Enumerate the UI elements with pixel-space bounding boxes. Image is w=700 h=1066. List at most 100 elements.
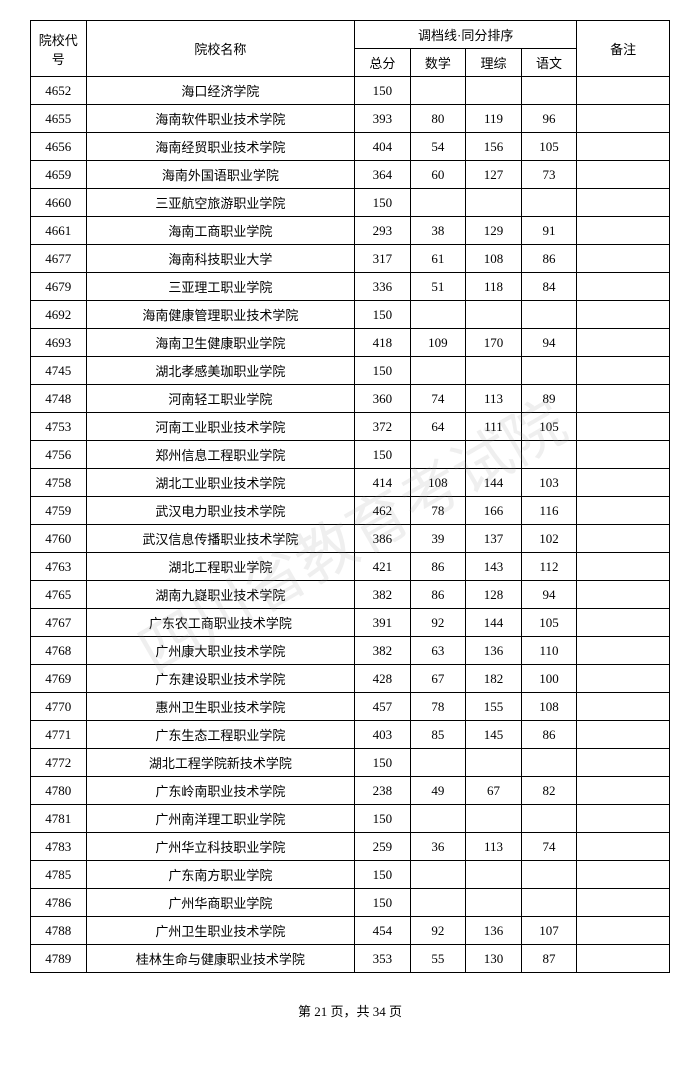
cell-chinese: 74 xyxy=(521,833,577,861)
cell-remark xyxy=(577,693,670,721)
cell-chinese: 110 xyxy=(521,637,577,665)
cell-code: 4655 xyxy=(31,105,87,133)
cell-science: 128 xyxy=(466,581,522,609)
table-row: 4693海南卫生健康职业学院41810917094 xyxy=(31,329,670,357)
cell-chinese: 89 xyxy=(521,385,577,413)
cell-code: 4656 xyxy=(31,133,87,161)
cell-total: 150 xyxy=(355,889,411,917)
cell-chinese: 105 xyxy=(521,609,577,637)
cell-chinese: 96 xyxy=(521,105,577,133)
cell-chinese: 105 xyxy=(521,133,577,161)
cell-math: 36 xyxy=(410,833,466,861)
cell-name: 海南工商职业学院 xyxy=(86,217,355,245)
cell-name: 广州卫生职业技术学院 xyxy=(86,917,355,945)
cell-chinese: 112 xyxy=(521,553,577,581)
cell-code: 4789 xyxy=(31,945,87,973)
cell-math: 54 xyxy=(410,133,466,161)
cell-science: 127 xyxy=(466,161,522,189)
header-code: 院校代号 xyxy=(31,21,87,77)
cell-math: 55 xyxy=(410,945,466,973)
cell-total: 428 xyxy=(355,665,411,693)
cell-total: 360 xyxy=(355,385,411,413)
cell-science: 67 xyxy=(466,777,522,805)
cell-math: 39 xyxy=(410,525,466,553)
table-row: 4763湖北工程职业学院42186143112 xyxy=(31,553,670,581)
cell-total: 418 xyxy=(355,329,411,357)
cell-science xyxy=(466,357,522,385)
cell-name: 广东岭南职业技术学院 xyxy=(86,777,355,805)
cell-total: 393 xyxy=(355,105,411,133)
cell-remark xyxy=(577,273,670,301)
cell-chinese: 84 xyxy=(521,273,577,301)
cell-total: 353 xyxy=(355,945,411,973)
cell-total: 391 xyxy=(355,609,411,637)
cell-chinese: 105 xyxy=(521,413,577,441)
cell-total: 150 xyxy=(355,189,411,217)
cell-name: 广州康大职业技术学院 xyxy=(86,637,355,665)
cell-total: 454 xyxy=(355,917,411,945)
cell-chinese: 102 xyxy=(521,525,577,553)
cell-science: 118 xyxy=(466,273,522,301)
table-row: 4789桂林生命与健康职业技术学院3535513087 xyxy=(31,945,670,973)
cell-code: 4652 xyxy=(31,77,87,105)
cell-math xyxy=(410,441,466,469)
table-row: 4769广东建设职业技术学院42867182100 xyxy=(31,665,670,693)
cell-remark xyxy=(577,77,670,105)
table-row: 4781广州南洋理工职业学院150 xyxy=(31,805,670,833)
cell-code: 4753 xyxy=(31,413,87,441)
table-header: 院校代号 院校名称 调档线·同分排序 备注 总分 数学 理综 语文 xyxy=(31,21,670,77)
cell-code: 4770 xyxy=(31,693,87,721)
table-row: 4785广东南方职业学院150 xyxy=(31,861,670,889)
cell-remark xyxy=(577,833,670,861)
cell-science xyxy=(466,189,522,217)
cell-remark xyxy=(577,189,670,217)
table-row: 4652海口经济学院150 xyxy=(31,77,670,105)
cell-math: 38 xyxy=(410,217,466,245)
cell-code: 4788 xyxy=(31,917,87,945)
cell-total: 457 xyxy=(355,693,411,721)
cell-name: 广州南洋理工职业学院 xyxy=(86,805,355,833)
cell-remark xyxy=(577,301,670,329)
table-row: 4758湖北工业职业技术学院414108144103 xyxy=(31,469,670,497)
table-row: 4780广东岭南职业技术学院238496782 xyxy=(31,777,670,805)
cell-math: 78 xyxy=(410,497,466,525)
cell-name: 广东建设职业技术学院 xyxy=(86,665,355,693)
cell-total: 150 xyxy=(355,441,411,469)
cell-math xyxy=(410,189,466,217)
table-row: 4768广州康大职业技术学院38263136110 xyxy=(31,637,670,665)
cell-science xyxy=(466,301,522,329)
cell-total: 364 xyxy=(355,161,411,189)
cell-science: 144 xyxy=(466,609,522,637)
admission-table: 院校代号 院校名称 调档线·同分排序 备注 总分 数学 理综 语文 4652海口… xyxy=(30,20,670,973)
cell-remark xyxy=(577,777,670,805)
cell-code: 4745 xyxy=(31,357,87,385)
cell-name: 广州华立科技职业学院 xyxy=(86,833,355,861)
cell-name: 湖北工程学院新技术学院 xyxy=(86,749,355,777)
cell-remark xyxy=(577,749,670,777)
cell-code: 4765 xyxy=(31,581,87,609)
cell-total: 386 xyxy=(355,525,411,553)
cell-code: 4781 xyxy=(31,805,87,833)
cell-code: 4692 xyxy=(31,301,87,329)
cell-science: 144 xyxy=(466,469,522,497)
cell-total: 421 xyxy=(355,553,411,581)
cell-name: 湖南九嶷职业技术学院 xyxy=(86,581,355,609)
table-row: 4655海南软件职业技术学院3938011996 xyxy=(31,105,670,133)
header-name: 院校名称 xyxy=(86,21,355,77)
cell-code: 4661 xyxy=(31,217,87,245)
cell-remark xyxy=(577,105,670,133)
cell-chinese: 87 xyxy=(521,945,577,973)
cell-total: 150 xyxy=(355,805,411,833)
cell-math xyxy=(410,749,466,777)
cell-total: 259 xyxy=(355,833,411,861)
cell-total: 293 xyxy=(355,217,411,245)
table-body: 4652海口经济学院1504655海南软件职业技术学院3938011996465… xyxy=(31,77,670,973)
cell-code: 4780 xyxy=(31,777,87,805)
cell-science: 143 xyxy=(466,553,522,581)
cell-math xyxy=(410,861,466,889)
table-row: 4760武汉信息传播职业技术学院38639137102 xyxy=(31,525,670,553)
cell-math xyxy=(410,357,466,385)
cell-code: 4767 xyxy=(31,609,87,637)
table-row: 4759武汉电力职业技术学院46278166116 xyxy=(31,497,670,525)
cell-science: 145 xyxy=(466,721,522,749)
